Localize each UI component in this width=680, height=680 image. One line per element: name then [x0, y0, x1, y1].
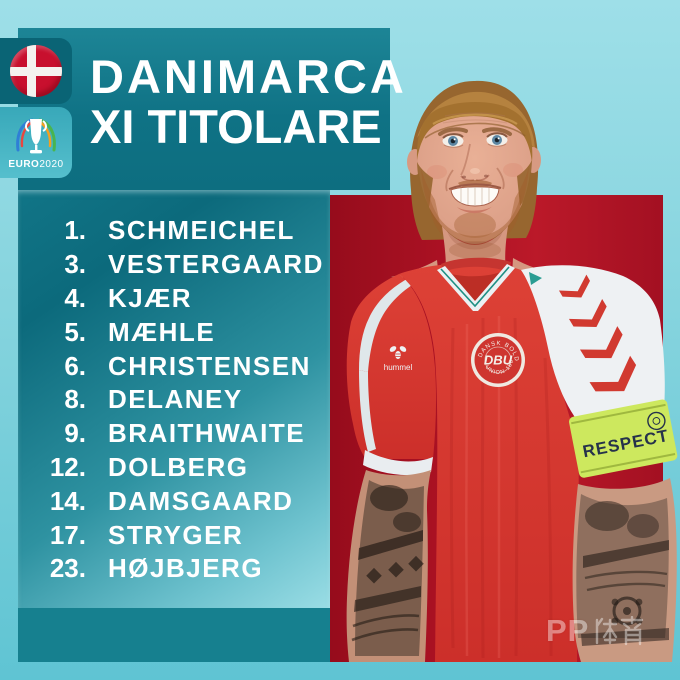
sports-cjk-glyphs: [596, 616, 644, 646]
player-photo: hummel DANSK BOLDSPIL UNION 1889 DBU RES…: [330, 80, 678, 662]
player-number: 8.: [64, 384, 86, 415]
lineup-list: 1. SCHMEICHEL 3. VESTERGAARD 4. KJÆR 5. MÆHL…: [18, 214, 330, 586]
hummel-logo: hummel: [384, 346, 413, 372]
player-name: DAMSGAARD: [108, 485, 294, 516]
euro2020-trophy-icon: [16, 118, 56, 153]
player-name: MÆHLE: [108, 316, 216, 347]
list-item: 5. MÆHLE: [18, 315, 330, 349]
list-item: 9. BRAITHWAITE: [18, 417, 330, 451]
player-number: 23.: [49, 553, 86, 584]
list-item: 1. SCHMEICHEL: [18, 214, 330, 248]
player-number: 4.: [64, 282, 86, 313]
euro-word: EURO: [8, 158, 40, 170]
jersey-torso: [399, 263, 579, 662]
player-number: 5.: [64, 316, 86, 347]
tattooed-forearm-left: [346, 450, 433, 662]
player-name: DELANEY: [108, 384, 243, 415]
player-face: [416, 101, 533, 247]
euro-year: 2020: [39, 158, 64, 170]
list-item: 8. DELANEY: [18, 383, 330, 417]
respect-armband: RESPECT: [569, 399, 678, 478]
player-beard: [421, 166, 529, 247]
player-name: VESTERGAARD: [108, 249, 324, 280]
player-name: BRAITHWAITE: [108, 418, 306, 449]
crest-center-text: DBU: [484, 353, 513, 368]
denmark-flag-badge: [0, 38, 72, 104]
player-number: 14.: [49, 485, 86, 516]
hummel-wordmark: hummel: [384, 363, 413, 372]
title-line2: XI TITOLARE: [90, 100, 382, 153]
euro2020-wordmark: EURO2020: [8, 159, 63, 170]
list-item: 17. STRYGER: [18, 518, 330, 552]
list-item: 3. VESTERGAARD: [18, 248, 330, 282]
header-band: [18, 28, 390, 190]
page-title: DANIMARCA XI TITOLARE: [90, 52, 407, 152]
player-name: KJÆR: [108, 282, 193, 313]
list-item: 12. DOLBERG: [18, 451, 330, 485]
player-number: 1.: [64, 215, 86, 246]
tattooed-forearm-right: [572, 478, 677, 662]
player-number: 9.: [64, 418, 86, 449]
flag-cross-horizontal: [10, 67, 62, 76]
list-item: 6. CHRISTENSEN: [18, 349, 330, 383]
dbu-crest: DANSK BOLDSPIL UNION 1889 DBU: [471, 333, 525, 387]
watermark: PP: [546, 613, 647, 648]
player-name: STRYGER: [108, 519, 244, 550]
jersey-right-shoulder: [521, 265, 665, 425]
list-item: 14. DAMSGAARD: [18, 484, 330, 518]
list-item: 23. HØJBJERG: [18, 552, 330, 586]
player-smile: [448, 183, 502, 214]
player-number: 3.: [64, 249, 86, 280]
list-item: 4. KJÆR: [18, 282, 330, 316]
denmark-flag-icon: [10, 45, 62, 97]
player-number: 17.: [49, 519, 86, 550]
jersey-collar: [437, 257, 515, 311]
lineup-panel: 1. SCHMEICHEL 3. VESTERGAARD 4. KJÆR 5. MÆHL…: [18, 190, 330, 662]
player-eyes: [442, 132, 508, 148]
player-number: 12.: [49, 451, 86, 482]
player-name: SCHMEICHEL: [108, 215, 295, 246]
hummel-chevrons: [558, 274, 637, 392]
euro2020-badge: EURO2020: [0, 107, 72, 178]
watermark-pp: PP: [546, 613, 590, 648]
player-name: CHRISTENSEN: [108, 350, 311, 381]
title-line1: DANIMARCA: [90, 50, 407, 103]
player-name: DOLBERG: [108, 451, 249, 482]
jersey-left-sleeve: [346, 271, 442, 459]
player-number: 6.: [64, 350, 86, 381]
lineup-panel-gradient: [18, 190, 330, 608]
player-name: HØJBJERG: [108, 553, 264, 584]
